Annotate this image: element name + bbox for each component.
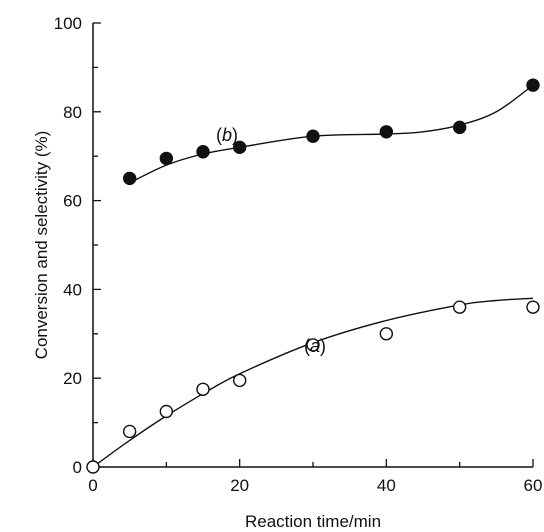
data-point-b <box>196 145 210 159</box>
y-tick-label: 80 <box>63 103 82 122</box>
fit-curve-b <box>129 84 534 184</box>
y-tick-label: 20 <box>63 369 82 388</box>
data-point-a <box>159 404 174 419</box>
series-a-letter: a <box>310 336 320 356</box>
data-point-a <box>306 338 320 352</box>
data-point-b <box>122 171 137 186</box>
data-point-a <box>379 327 394 341</box>
data-point-a <box>122 424 137 439</box>
y-tick-label: 60 <box>63 192 82 211</box>
x-ticks: 0 20 40 60 <box>88 459 542 495</box>
data-points <box>86 78 540 474</box>
y-tick-label: 100 <box>54 14 82 33</box>
x-axis-title: Reaction time/min <box>245 512 381 531</box>
series-b-label: (b) <box>216 125 238 145</box>
y-axis-title: Conversion and selectivity (%) <box>32 131 51 360</box>
data-point-b <box>232 140 247 155</box>
x-tick-label: 20 <box>230 476 249 495</box>
fit-curves <box>92 84 534 468</box>
data-point-b <box>159 151 174 166</box>
data-point-a <box>232 373 247 388</box>
x-tick-label: 0 <box>88 476 97 495</box>
fit-curve-a <box>92 297 534 468</box>
data-point-b <box>526 78 540 92</box>
data-point-a <box>86 460 100 474</box>
axes <box>92 23 533 468</box>
x-tick-label: 60 <box>524 476 543 495</box>
y-tick-label: 40 <box>63 280 82 299</box>
data-point-b <box>379 125 394 139</box>
y-tick-label: 0 <box>73 458 82 477</box>
data-point-a <box>196 382 210 396</box>
x-tick-label: 40 <box>377 476 396 495</box>
series-a-label: (a) <box>304 336 326 356</box>
y-ticks: 0 20 40 60 80 100 <box>54 14 101 477</box>
series-b-letter: b <box>222 125 232 145</box>
data-point-b <box>306 129 320 143</box>
data-point-b <box>452 120 467 135</box>
data-point-a <box>452 300 467 314</box>
data-point-a <box>526 300 540 314</box>
